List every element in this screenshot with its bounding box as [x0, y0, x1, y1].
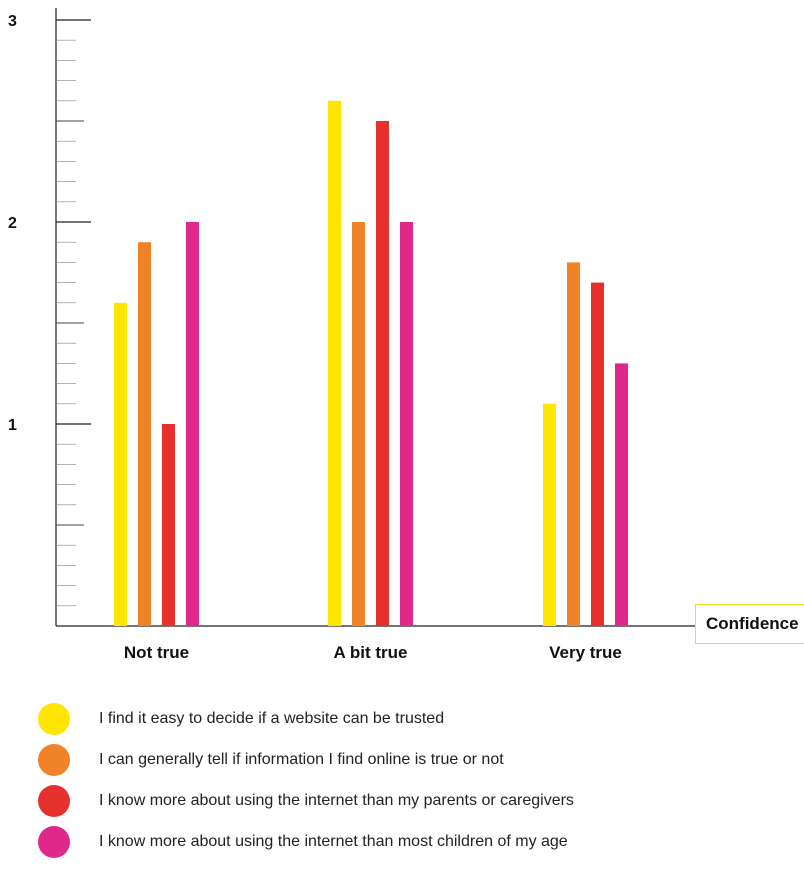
legend: I find it easy to decide if a website ca…	[38, 703, 778, 867]
y-tick-label: 2	[8, 215, 17, 232]
legend-item: I find it easy to decide if a website ca…	[38, 703, 778, 735]
y-tick-label: 3	[8, 13, 17, 30]
bar	[162, 424, 175, 626]
legend-swatch	[38, 703, 70, 735]
bar	[328, 100, 341, 627]
legend-label: I can generally tell if information I fi…	[99, 751, 504, 768]
bar	[543, 403, 556, 626]
legend-label: I know more about using the internet tha…	[99, 792, 574, 809]
x-axis-label: Confidence	[706, 614, 799, 633]
bar-chart: 1 2 3 Not true A bit true Very true	[8, 8, 695, 662]
chart-bars	[114, 100, 628, 627]
legend-swatch	[38, 826, 70, 858]
x-tick-label: Very true	[549, 643, 622, 662]
bar	[114, 302, 127, 626]
legend-item: I can generally tell if information I fi…	[38, 744, 778, 776]
legend-label: I find it easy to decide if a website ca…	[99, 710, 445, 727]
legend-item: I know more about using the internet tha…	[38, 826, 778, 858]
x-tick-label: A bit true	[334, 643, 408, 662]
legend-item: I know more about using the internet tha…	[38, 785, 778, 817]
legend-label: I know more about using the internet tha…	[99, 833, 568, 850]
bar	[138, 242, 151, 626]
x-tick-label: Not true	[124, 643, 189, 662]
bar	[352, 222, 365, 626]
bar	[615, 363, 628, 626]
legend-swatch	[38, 785, 70, 817]
bar	[400, 222, 413, 626]
bar	[591, 282, 604, 626]
bar	[567, 262, 580, 626]
y-tick-label: 1	[8, 417, 17, 434]
x-axis-label-box: Confidence	[695, 604, 804, 644]
bar	[186, 222, 199, 626]
legend-swatch	[38, 744, 70, 776]
bar	[376, 121, 389, 626]
chart-labels: 1 2 3 Not true A bit true Very true	[8, 13, 622, 662]
